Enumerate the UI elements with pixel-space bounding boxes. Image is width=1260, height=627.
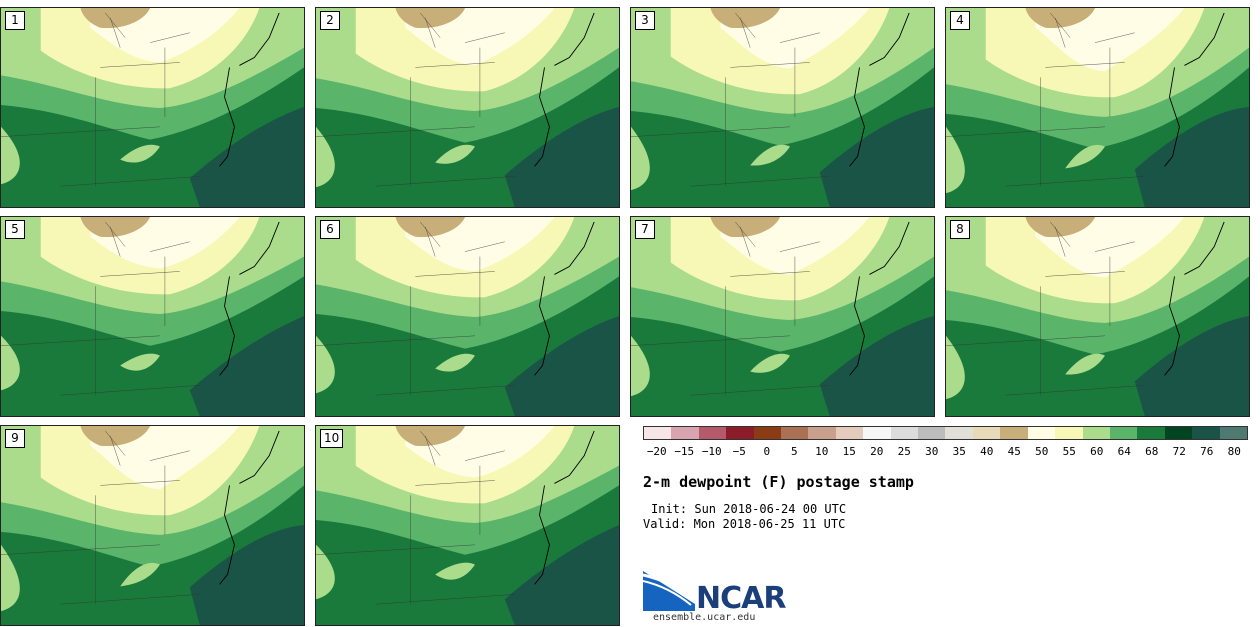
member-panel: 10: [315, 425, 620, 626]
dewpoint-colorbar: [643, 426, 1248, 440]
dewpoint-map: [316, 217, 619, 416]
dewpoint-map: [316, 426, 619, 625]
colorbar-tick-label: 60: [1090, 445, 1104, 458]
site-url: ensemble.ucar.edu: [653, 612, 756, 623]
colorbar-tick-label: 72: [1172, 445, 1186, 458]
member-panel: 7: [630, 216, 935, 417]
colorbar-swatch: [1055, 427, 1083, 439]
colorbar-swatch: [726, 427, 754, 439]
member-number-label: 6: [320, 220, 340, 239]
member-panel: 8: [945, 216, 1250, 417]
member-number-label: 4: [950, 11, 970, 30]
member-panel: 2: [315, 7, 620, 208]
colorbar-swatch: [753, 427, 782, 439]
member-panel: 3: [630, 7, 935, 208]
colorbar-tick-label: 10: [815, 445, 829, 458]
colorbar-tick-label: −20: [646, 445, 667, 458]
dewpoint-map: [631, 8, 934, 207]
colorbar-tick-label: 76: [1200, 445, 1214, 458]
colorbar-tick-label: −10: [701, 445, 722, 458]
colorbar-tick-label: 30: [925, 445, 939, 458]
member-number-label: 1: [5, 11, 25, 30]
colorbar-tick-label: 35: [952, 445, 966, 458]
colorbar-tick-label: 45: [1007, 445, 1021, 458]
colorbar-tick-label: 15: [842, 445, 856, 458]
colorbar-swatch: [1082, 427, 1110, 439]
init-time: Init: Sun 2018-06-24 00 UTC: [651, 502, 847, 516]
colorbar-swatch: [972, 427, 1001, 439]
member-panel: 6: [315, 216, 620, 417]
member-number-label: 9: [5, 429, 25, 448]
ncar-logo-icon: [643, 571, 695, 611]
dewpoint-map: [1, 426, 304, 625]
colorbar-swatch: [698, 427, 727, 439]
dewpoint-map: [631, 217, 934, 416]
colorbar-tick-label: 68: [1145, 445, 1159, 458]
dewpoint-map: [1, 217, 304, 416]
colorbar-swatch: [1027, 427, 1056, 439]
member-panel: 4: [945, 7, 1250, 208]
colorbar-tick-label: 25: [897, 445, 911, 458]
member-number-label: 7: [635, 220, 655, 239]
member-number-label: 2: [320, 11, 340, 30]
colorbar-tick-label: 64: [1117, 445, 1131, 458]
colorbar-tick-label: 40: [980, 445, 994, 458]
colorbar-swatch: [890, 427, 919, 439]
member-number-label: 10: [320, 429, 344, 448]
colorbar-swatch: [1219, 427, 1247, 439]
figure-title: 2-m dewpoint (F) postage stamp: [643, 473, 914, 491]
colorbar-swatch: [863, 427, 891, 439]
colorbar-tick-labels: −20 −15 −10 −5 0 5 10 15 20 25 30 35 40 45 50 55 60 64 68 7…: [643, 445, 1248, 459]
dewpoint-map: [946, 217, 1249, 416]
colorbar-swatch: [945, 427, 973, 439]
colorbar-tick-label: 0: [763, 445, 771, 458]
colorbar-tick-label: 5: [790, 445, 798, 458]
colorbar-swatch: [1192, 427, 1220, 439]
member-number-label: 3: [635, 11, 655, 30]
member-number-label: 5: [5, 220, 25, 239]
member-panel: 5: [0, 216, 305, 417]
colorbar-tick-label: 20: [870, 445, 884, 458]
dewpoint-map: [1, 8, 304, 207]
colorbar-swatch: [781, 427, 809, 439]
member-number-label: 8: [950, 220, 970, 239]
dewpoint-map: [946, 8, 1249, 207]
colorbar-tick-label: −5: [732, 445, 746, 458]
colorbar-swatch: [1109, 427, 1138, 439]
member-panel: 9: [0, 425, 305, 626]
colorbar-swatch: [835, 427, 864, 439]
member-panel: 1: [0, 7, 305, 208]
colorbar-tick-label: 50: [1035, 445, 1049, 458]
dewpoint-map: [316, 8, 619, 207]
colorbar-swatch: [1137, 427, 1165, 439]
colorbar-swatch: [644, 427, 672, 439]
colorbar-swatch: [671, 427, 699, 439]
colorbar-swatch: [918, 427, 946, 439]
valid-time: Valid: Mon 2018-06-25 11 UTC: [643, 517, 846, 531]
ncar-logo-text: NCAR: [696, 581, 786, 616]
colorbar-tick-label: 80: [1227, 445, 1241, 458]
colorbar-tick-label: −15: [674, 445, 695, 458]
colorbar-swatch: [1000, 427, 1028, 439]
colorbar-swatch: [808, 427, 836, 439]
colorbar-swatch: [1164, 427, 1193, 439]
colorbar-tick-label: 55: [1062, 445, 1076, 458]
